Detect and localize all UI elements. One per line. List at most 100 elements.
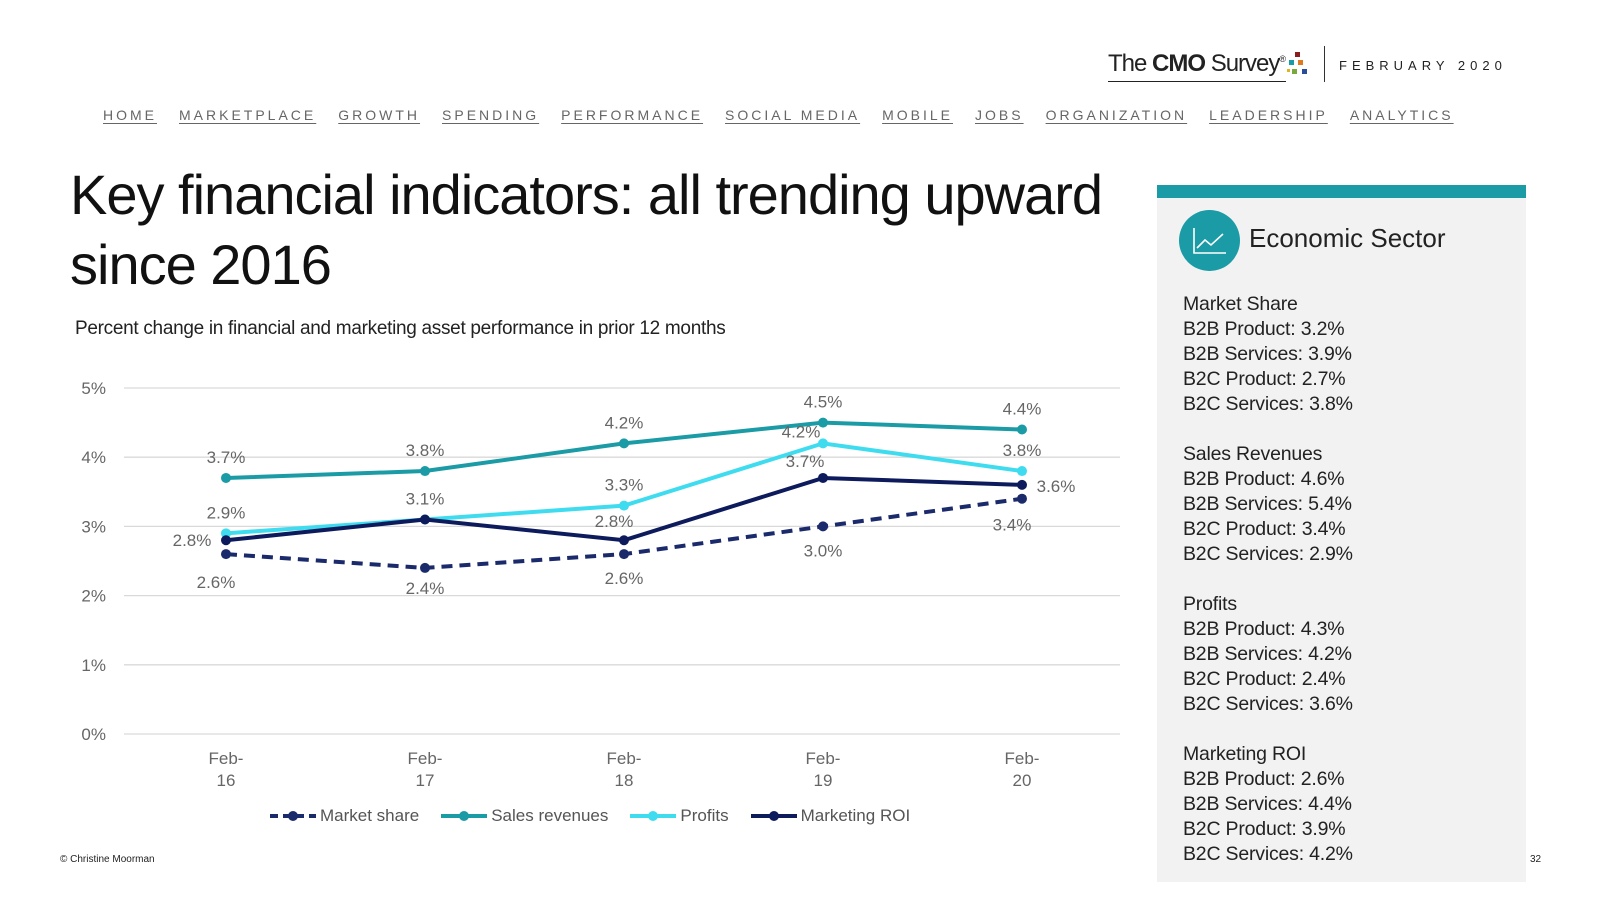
x-tick-label: 19	[814, 771, 833, 790]
stat-group: Marketing ROI B2B Product: 2.6% B2B Servic…	[1183, 742, 1353, 867]
x-tick-label: 20	[1013, 771, 1032, 790]
data-label: 4.4%	[1003, 400, 1042, 419]
nav-link-jobs[interactable]: JOBS	[975, 107, 1024, 123]
y-tick-label: 2%	[81, 587, 106, 606]
data-label: 2.6%	[197, 573, 236, 592]
stat-line: B2C Product: 3.9%	[1183, 818, 1346, 840]
stat-group: Sales Revenues B2B Product: 4.6% B2B Servi…	[1183, 442, 1353, 567]
stat-line: B2C Product: 2.4%	[1183, 668, 1346, 690]
legend-item: Market share	[270, 806, 419, 826]
data-point	[420, 514, 430, 525]
chart-legend: Market share Sales revenues Profits Marketi…	[270, 806, 910, 826]
y-tick-label: 5%	[81, 379, 106, 398]
data-label: 2.8%	[595, 512, 634, 531]
page-title: Key financial indicators: all trending u…	[70, 163, 1103, 296]
line-chart: 0% 1% 2% 3% 4% 5% Feb- 16 Feb- 17 Feb- 18 Feb- 19 Feb-…	[81, 379, 1120, 790]
legend-swatch	[441, 811, 488, 821]
data-point	[420, 466, 430, 477]
data-point	[619, 500, 629, 511]
data-point	[221, 549, 231, 560]
data-point	[1017, 479, 1027, 490]
data-label: 4.2%	[782, 422, 821, 441]
data-label: 2.6%	[605, 569, 644, 588]
data-point	[619, 549, 629, 560]
copyright: © Christine Moorman	[60, 854, 155, 865]
y-tick-label: 1%	[81, 656, 106, 675]
panel-title: Economic Sector	[1249, 223, 1446, 253]
stat-group: Market Share B2B Product: 3.2% B2B Service…	[1183, 292, 1353, 417]
data-point	[1017, 466, 1027, 477]
data-label: 3.4%	[993, 516, 1032, 535]
logo-registered-mark: ®	[1279, 54, 1286, 64]
logo-text: The CMO Survey®	[1108, 50, 1286, 78]
x-tick-label: 17	[416, 771, 435, 790]
data-point	[1017, 493, 1027, 504]
legend-label: Profits	[680, 806, 729, 825]
legend-item: Profits	[630, 806, 729, 826]
nav-link-home[interactable]: HOME	[103, 107, 157, 123]
stat-line: B2C Product: 2.7%	[1183, 368, 1346, 390]
y-tick-label: 3%	[81, 517, 106, 536]
stat-group: Profits B2B Product: 4.3% B2B Services: 4.…	[1183, 592, 1353, 717]
data-point	[221, 528, 231, 539]
legend-label: Market share	[320, 806, 420, 825]
stat-line: B2C Services: 2.9%	[1183, 543, 1353, 565]
stat-line: B2B Product: 4.6%	[1183, 468, 1345, 490]
logo-underline	[1108, 81, 1286, 82]
top-navigation: HOME MARKETPLACE GROWTH SPENDING PERFORMANCE…	[103, 107, 1454, 123]
legend-swatch	[630, 811, 677, 821]
data-label: 3.7%	[786, 452, 825, 471]
stat-line: B2B Product: 4.3%	[1183, 618, 1345, 640]
data-label: 2.8%	[173, 531, 212, 550]
legend-label: Sales revenues	[491, 806, 609, 825]
nav-link-spending[interactable]: SPENDING	[442, 107, 540, 123]
data-point	[818, 438, 828, 449]
line-chart-icon	[1179, 210, 1240, 271]
legend-swatch	[270, 811, 316, 821]
data-label: 3.3%	[605, 476, 644, 495]
stat-group-heading: Sales Revenues	[1183, 443, 1323, 465]
stat-group-heading: Profits	[1183, 593, 1237, 615]
y-tick-label: 0%	[81, 725, 106, 744]
stat-line: B2C Services: 3.8%	[1183, 393, 1353, 415]
data-label: 2.4%	[406, 579, 445, 598]
data-label: 4.2%	[605, 413, 644, 432]
nav-link-performance[interactable]: PERFORMANCE	[561, 107, 704, 123]
x-tick-label: 18	[615, 771, 634, 790]
page-number: 32	[1530, 854, 1542, 865]
nav-link-mobile[interactable]: MOBILE	[882, 107, 954, 123]
nav-link-social-media[interactable]: SOCIAL MEDIA	[725, 107, 861, 123]
nav-link-leadership[interactable]: LEADERSHIP	[1209, 107, 1328, 123]
legend-label: Marketing ROI	[800, 806, 911, 825]
legend-item: Sales revenues	[441, 806, 608, 826]
data-label: 3.8%	[406, 441, 445, 460]
data-label: 2.9%	[207, 503, 246, 522]
stat-line: B2B Product: 2.6%	[1183, 768, 1345, 790]
header-divider	[1324, 46, 1325, 82]
cmo-survey-logo: The CMO Survey®	[1108, 50, 1319, 82]
x-tick-label: Feb-	[408, 749, 443, 768]
panel-accent-bar	[1157, 185, 1526, 198]
nav-link-analytics[interactable]: ANALYTICS	[1349, 107, 1454, 123]
logo-cmo: CMO	[1152, 50, 1206, 77]
data-point	[221, 535, 231, 546]
data-point	[619, 438, 629, 449]
stat-group-heading: Market Share	[1183, 293, 1298, 315]
stat-line: B2B Product: 3.2%	[1183, 318, 1345, 340]
stat-line: B2C Services: 4.2%	[1183, 843, 1353, 865]
report-date: FEBRUARY 2020	[1339, 58, 1507, 73]
stat-line: B2B Services: 4.2%	[1183, 643, 1352, 665]
x-tick-label: Feb-	[607, 749, 642, 768]
chart-subtitle: Percent change in financial and marketin…	[75, 318, 726, 339]
x-tick-label: Feb-	[209, 749, 244, 768]
nav-link-growth[interactable]: GROWTH	[338, 107, 421, 123]
nav-link-organization[interactable]: ORGANIZATION	[1045, 107, 1188, 123]
data-point	[818, 417, 828, 428]
stat-line: B2B Services: 5.4%	[1183, 493, 1352, 515]
data-point	[1017, 424, 1027, 435]
data-point	[221, 472, 231, 483]
logo-survey: Survey	[1205, 50, 1281, 77]
nav-link-marketplace[interactable]: MARKETPLACE	[179, 107, 317, 123]
stat-line: B2C Product: 3.4%	[1183, 518, 1346, 540]
data-label: 3.6%	[1037, 477, 1076, 496]
